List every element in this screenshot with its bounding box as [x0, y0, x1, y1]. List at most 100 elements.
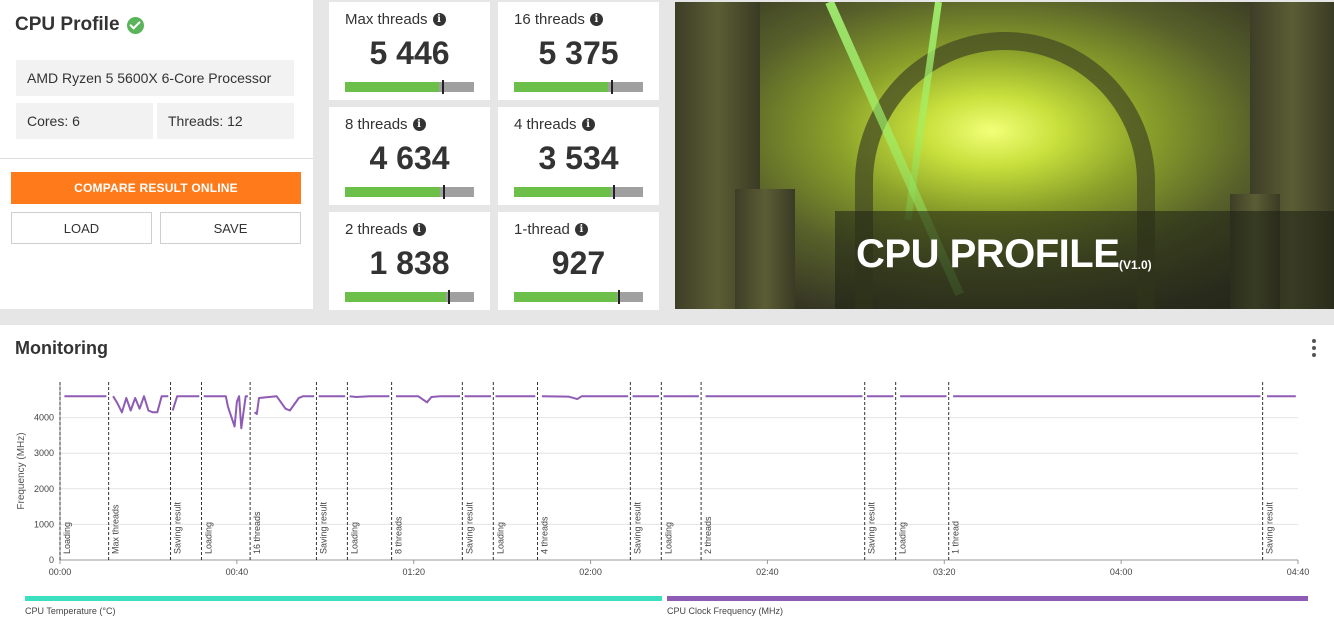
score-value: 3 534 [538, 140, 619, 176]
y-tick-label: 0 [49, 555, 54, 565]
score-bar-marker [441, 80, 444, 94]
frequency-series-line [541, 395, 629, 401]
cpu-profile-banner-image: CPU PROFILE (V1.0) [675, 2, 1334, 309]
score-card-label: 2 threads i [345, 221, 426, 238]
frequency-series-line [112, 395, 169, 414]
y-tick-label: 2000 [34, 484, 54, 494]
score-bar [514, 80, 643, 94]
legend-temperature-label: CPU Temperature (°C) [25, 606, 116, 616]
phase-marker-label: Saving result [464, 501, 474, 554]
phase-marker-label: Saving result [173, 501, 183, 554]
legend-frequency-label: CPU Clock Frequency (MHz) [667, 606, 784, 616]
score-bar [514, 185, 643, 199]
x-tick-label: 02:40 [756, 567, 779, 577]
score-bar-marker [443, 185, 446, 199]
score-card-label: 4 threads i [514, 116, 595, 133]
load-button[interactable]: LOAD [11, 212, 152, 244]
info-icon[interactable]: i [432, 13, 446, 26]
score-card-label-text: Max threads [345, 11, 428, 28]
x-tick-label: 01:20 [402, 567, 425, 577]
banner-title-strip [835, 211, 1334, 309]
score-bar-fill [345, 187, 441, 197]
score-card-label: Max threads i [345, 11, 446, 28]
score-bar [345, 80, 474, 94]
phase-marker-label: 4 threads [540, 516, 550, 554]
profile-title: CPU Profile [15, 14, 144, 36]
score-bar-fill [514, 292, 618, 302]
score-card-16-threads: 16 threads i 5 375 [498, 2, 659, 100]
phase-marker-label: Loading [495, 522, 505, 554]
score-value: 1 838 [369, 245, 450, 281]
score-card-2-threads: 2 threads i 1 838 [329, 212, 490, 310]
check-circle-icon [126, 16, 144, 34]
x-tick-label: 00:40 [226, 567, 249, 577]
phase-marker-label: Max threads [111, 504, 121, 554]
score-value: 5 446 [369, 35, 450, 71]
legend-frequency-bar [667, 596, 1308, 601]
x-tick-label: 00:00 [49, 567, 72, 577]
score-bar-fill [345, 292, 446, 302]
x-tick-label: 02:00 [579, 567, 602, 577]
info-icon[interactable]: i [581, 118, 595, 131]
save-button[interactable]: SAVE [160, 212, 301, 244]
y-tick-label: 1000 [34, 519, 54, 529]
score-value: 927 [551, 245, 606, 281]
x-tick-label: 04:00 [1110, 567, 1133, 577]
more-options-icon[interactable] [1310, 339, 1318, 357]
score-card-4-threads: 4 threads i 3 534 [498, 107, 659, 205]
score-card-label: 8 threads i [345, 116, 426, 133]
score-card-label-text: 4 threads [514, 116, 577, 133]
profile-title-text: CPU Profile [15, 14, 120, 35]
compare-result-online-button[interactable]: COMPARE RESULT ONLINE [11, 172, 301, 204]
score-card-label-text: 2 threads [345, 221, 408, 238]
frequency-series-line [253, 395, 315, 415]
phase-marker-label: Loading [663, 522, 673, 554]
phase-marker-label: Loading [349, 522, 359, 554]
score-bar-fill [345, 82, 440, 92]
frequency-series-line [171, 395, 200, 411]
banner-title: CPU PROFILE [856, 232, 1120, 276]
phase-marker-label: 2 threads [703, 516, 713, 554]
info-icon[interactable]: i [412, 223, 426, 236]
score-bar-marker [448, 290, 451, 304]
threads-field: Threads: 12 [157, 103, 294, 139]
cores-field: Cores: 6 [16, 103, 153, 139]
phase-marker-label: Loading [203, 522, 213, 554]
phase-marker-label: Loading [898, 522, 908, 554]
score-card-label-text: 1-thread [514, 221, 570, 238]
phase-marker-label: Saving result [867, 501, 877, 554]
frequency-chart: 0 1000 2000 3000 4000 Frequency (MHz) 00:00 00:… [16, 382, 1309, 577]
score-card-8-threads: 8 threads i 4 634 [329, 107, 490, 205]
score-card-max-threads: Max threads i 5 446 [329, 2, 490, 100]
phase-marker-label: 8 threads [394, 516, 404, 554]
score-bar [514, 290, 643, 304]
y-tick-label: 4000 [34, 413, 54, 423]
score-bar [345, 185, 474, 199]
phase-marker-label: 16 threads [252, 511, 262, 554]
phase-marker-label: 1 thread [951, 521, 961, 554]
frequency-series-line [396, 395, 461, 404]
score-card-label: 1-thread i [514, 221, 588, 238]
score-card-label-text: 8 threads [345, 116, 408, 133]
monitoring-panel: Monitoring 0 1000 2000 3000 4000 Frequency (M… [0, 325, 1334, 636]
y-axis-label: Frequency (MHz) [16, 432, 27, 509]
score-bar [345, 290, 474, 304]
cpu-profile-panel: CPU Profile AMD Ryzen 5 5600X 6-Core Pro… [0, 0, 313, 309]
phase-marker-label: Loading [62, 522, 72, 554]
score-value: 4 634 [369, 140, 450, 176]
info-icon[interactable]: i [412, 118, 426, 131]
score-card-label: 16 threads i [514, 11, 603, 28]
frequency-series-line [349, 395, 390, 398]
monitoring-title: Monitoring [15, 338, 108, 358]
banner-version: (V1.0) [1119, 258, 1152, 272]
score-bar-marker [618, 290, 621, 304]
divider [0, 158, 313, 159]
score-card-1-thread: 1-thread i 927 [498, 212, 659, 310]
x-tick-label: 03:20 [933, 567, 956, 577]
legend-temperature-bar [25, 596, 662, 601]
info-icon[interactable]: i [574, 223, 588, 236]
score-bar-fill [514, 187, 611, 197]
score-bar-marker [613, 185, 616, 199]
phase-marker-label: Saving result [632, 501, 642, 554]
info-icon[interactable]: i [589, 13, 603, 26]
